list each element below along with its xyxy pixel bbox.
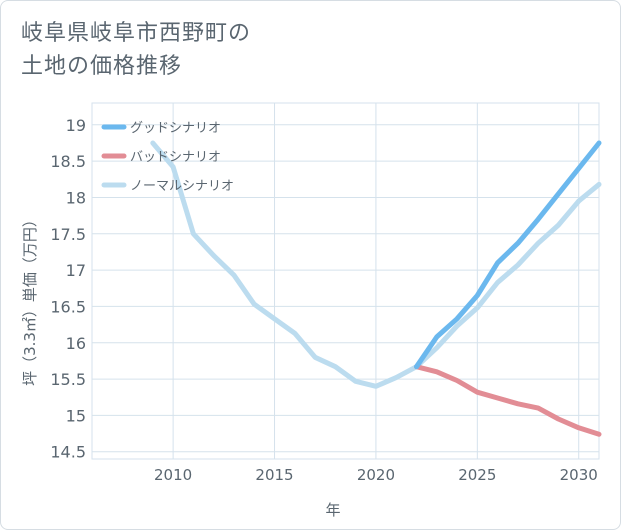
series-line xyxy=(414,364,602,437)
legend-label: バッドシナリオ xyxy=(130,150,221,165)
x-tick-labels: 2010 2015 2020 2025 2030 xyxy=(154,466,598,484)
y-tick-label: 15 xyxy=(66,406,86,425)
legend-label: ノーマルシナリオ xyxy=(130,179,234,194)
title-line-2: 土地の価格推移 xyxy=(21,54,183,79)
y-tick-labels: 14.5 15 15.5 16 16.5 17 17.5 18 18.5 19 xyxy=(50,116,86,462)
plot-area xyxy=(91,102,600,460)
series-layer xyxy=(150,140,602,437)
page-title: 岐阜県岐阜市西野町の 土地の価格推移 xyxy=(21,17,251,83)
y-tick-label: 16 xyxy=(66,334,86,353)
y-gridlines xyxy=(92,124,599,453)
y-tick-label: 19 xyxy=(66,116,86,135)
x-tick-label: 2010 xyxy=(154,466,192,484)
y-tick-label: 15.5 xyxy=(50,370,86,389)
title-line-1: 岐阜県岐阜市西野町の xyxy=(21,21,252,46)
x-tick-label: 2020 xyxy=(357,466,395,484)
x-tick-label: 2030 xyxy=(560,466,598,484)
y-tick-label: 17.5 xyxy=(50,225,86,244)
y-tick-label: 17 xyxy=(66,261,86,280)
legend-label: グッドシナリオ xyxy=(130,121,221,136)
y-tick-label: 18 xyxy=(66,188,86,207)
y-tick-label: 16.5 xyxy=(50,297,86,316)
series-line xyxy=(150,140,602,389)
x-axis-label: 年 xyxy=(325,501,340,519)
y-axis-label: 坪（3.3㎡）単価（万円） xyxy=(21,212,39,386)
x-tick-label: 2025 xyxy=(458,466,496,484)
x-gridlines xyxy=(172,103,580,459)
y-tick-label: 18.5 xyxy=(50,152,86,171)
y-tick-label: 14.5 xyxy=(50,443,86,462)
series-line xyxy=(414,140,602,370)
x-tick-label: 2015 xyxy=(255,466,293,484)
